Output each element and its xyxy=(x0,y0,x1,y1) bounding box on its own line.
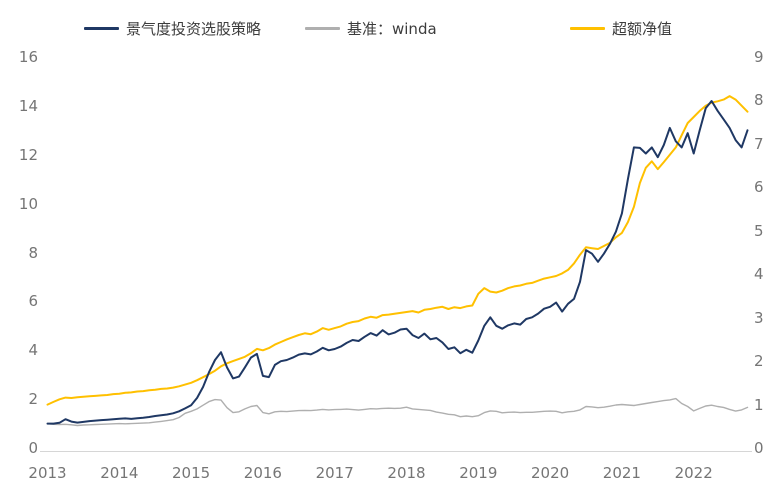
y-right-tick-9: 9 xyxy=(754,48,764,66)
y-right-tick-3: 3 xyxy=(754,308,764,327)
y-left-tick-2: 2 xyxy=(28,390,38,409)
x-axis-line xyxy=(40,451,752,452)
y-right-tick-8: 8 xyxy=(754,91,764,110)
x-tick-2014: 2014 xyxy=(100,464,139,482)
legend-label-benchmark: 基准：winda xyxy=(347,20,437,38)
legend-label-excess: 超额净值 xyxy=(612,20,673,38)
x-tick-2022: 2022 xyxy=(674,464,713,482)
series-line-超额净值 xyxy=(46,95,749,406)
x-tick-2020: 2020 xyxy=(531,464,570,482)
series-line-基准：winda xyxy=(46,397,749,427)
y-left-tick-14: 14 xyxy=(18,96,38,115)
legend-item-benchmark: 基准：winda xyxy=(305,18,437,39)
y-right-tick-5: 5 xyxy=(754,221,764,240)
legend-item-excess: 超额净值 xyxy=(570,18,672,39)
legend-label-strategy: 景气度投资选股策略 xyxy=(126,20,262,38)
x-tick-2016: 2016 xyxy=(243,464,282,482)
y-right-tick-4: 4 xyxy=(754,265,764,284)
y-right-tick-0: 0 xyxy=(754,439,764,457)
benchmark-line-swatch xyxy=(305,27,340,30)
y-left-tick-12: 12 xyxy=(18,145,38,164)
x-tick-2021: 2021 xyxy=(602,464,641,482)
x-tick-2017: 2017 xyxy=(315,464,354,482)
legend-item-strategy: 景气度投资选股策略 xyxy=(84,18,261,39)
series-line-景气度投资选股策略 xyxy=(46,100,749,425)
strategy-line-swatch xyxy=(84,27,119,30)
excess-line-swatch xyxy=(570,27,605,30)
y-left-tick-8: 8 xyxy=(28,243,38,262)
chart-legend: 景气度投资选股策略 基准：winda 超额净值 xyxy=(0,0,783,40)
y-left-tick-4: 4 xyxy=(28,341,38,360)
x-tick-2019: 2019 xyxy=(459,464,498,482)
y-left-tick-16: 16 xyxy=(18,48,38,66)
x-tick-2015: 2015 xyxy=(172,464,211,482)
x-tick-2013: 2013 xyxy=(28,464,67,482)
y-left-tick-10: 10 xyxy=(18,194,38,213)
y-right-tick-6: 6 xyxy=(754,178,764,197)
y-right-tick-7: 7 xyxy=(754,134,764,153)
y-left-tick-0: 0 xyxy=(28,439,38,457)
y-right-tick-1: 1 xyxy=(754,395,764,414)
x-tick-2018: 2018 xyxy=(387,464,426,482)
y-left-tick-6: 6 xyxy=(28,292,38,311)
y-right-tick-2: 2 xyxy=(754,352,764,371)
